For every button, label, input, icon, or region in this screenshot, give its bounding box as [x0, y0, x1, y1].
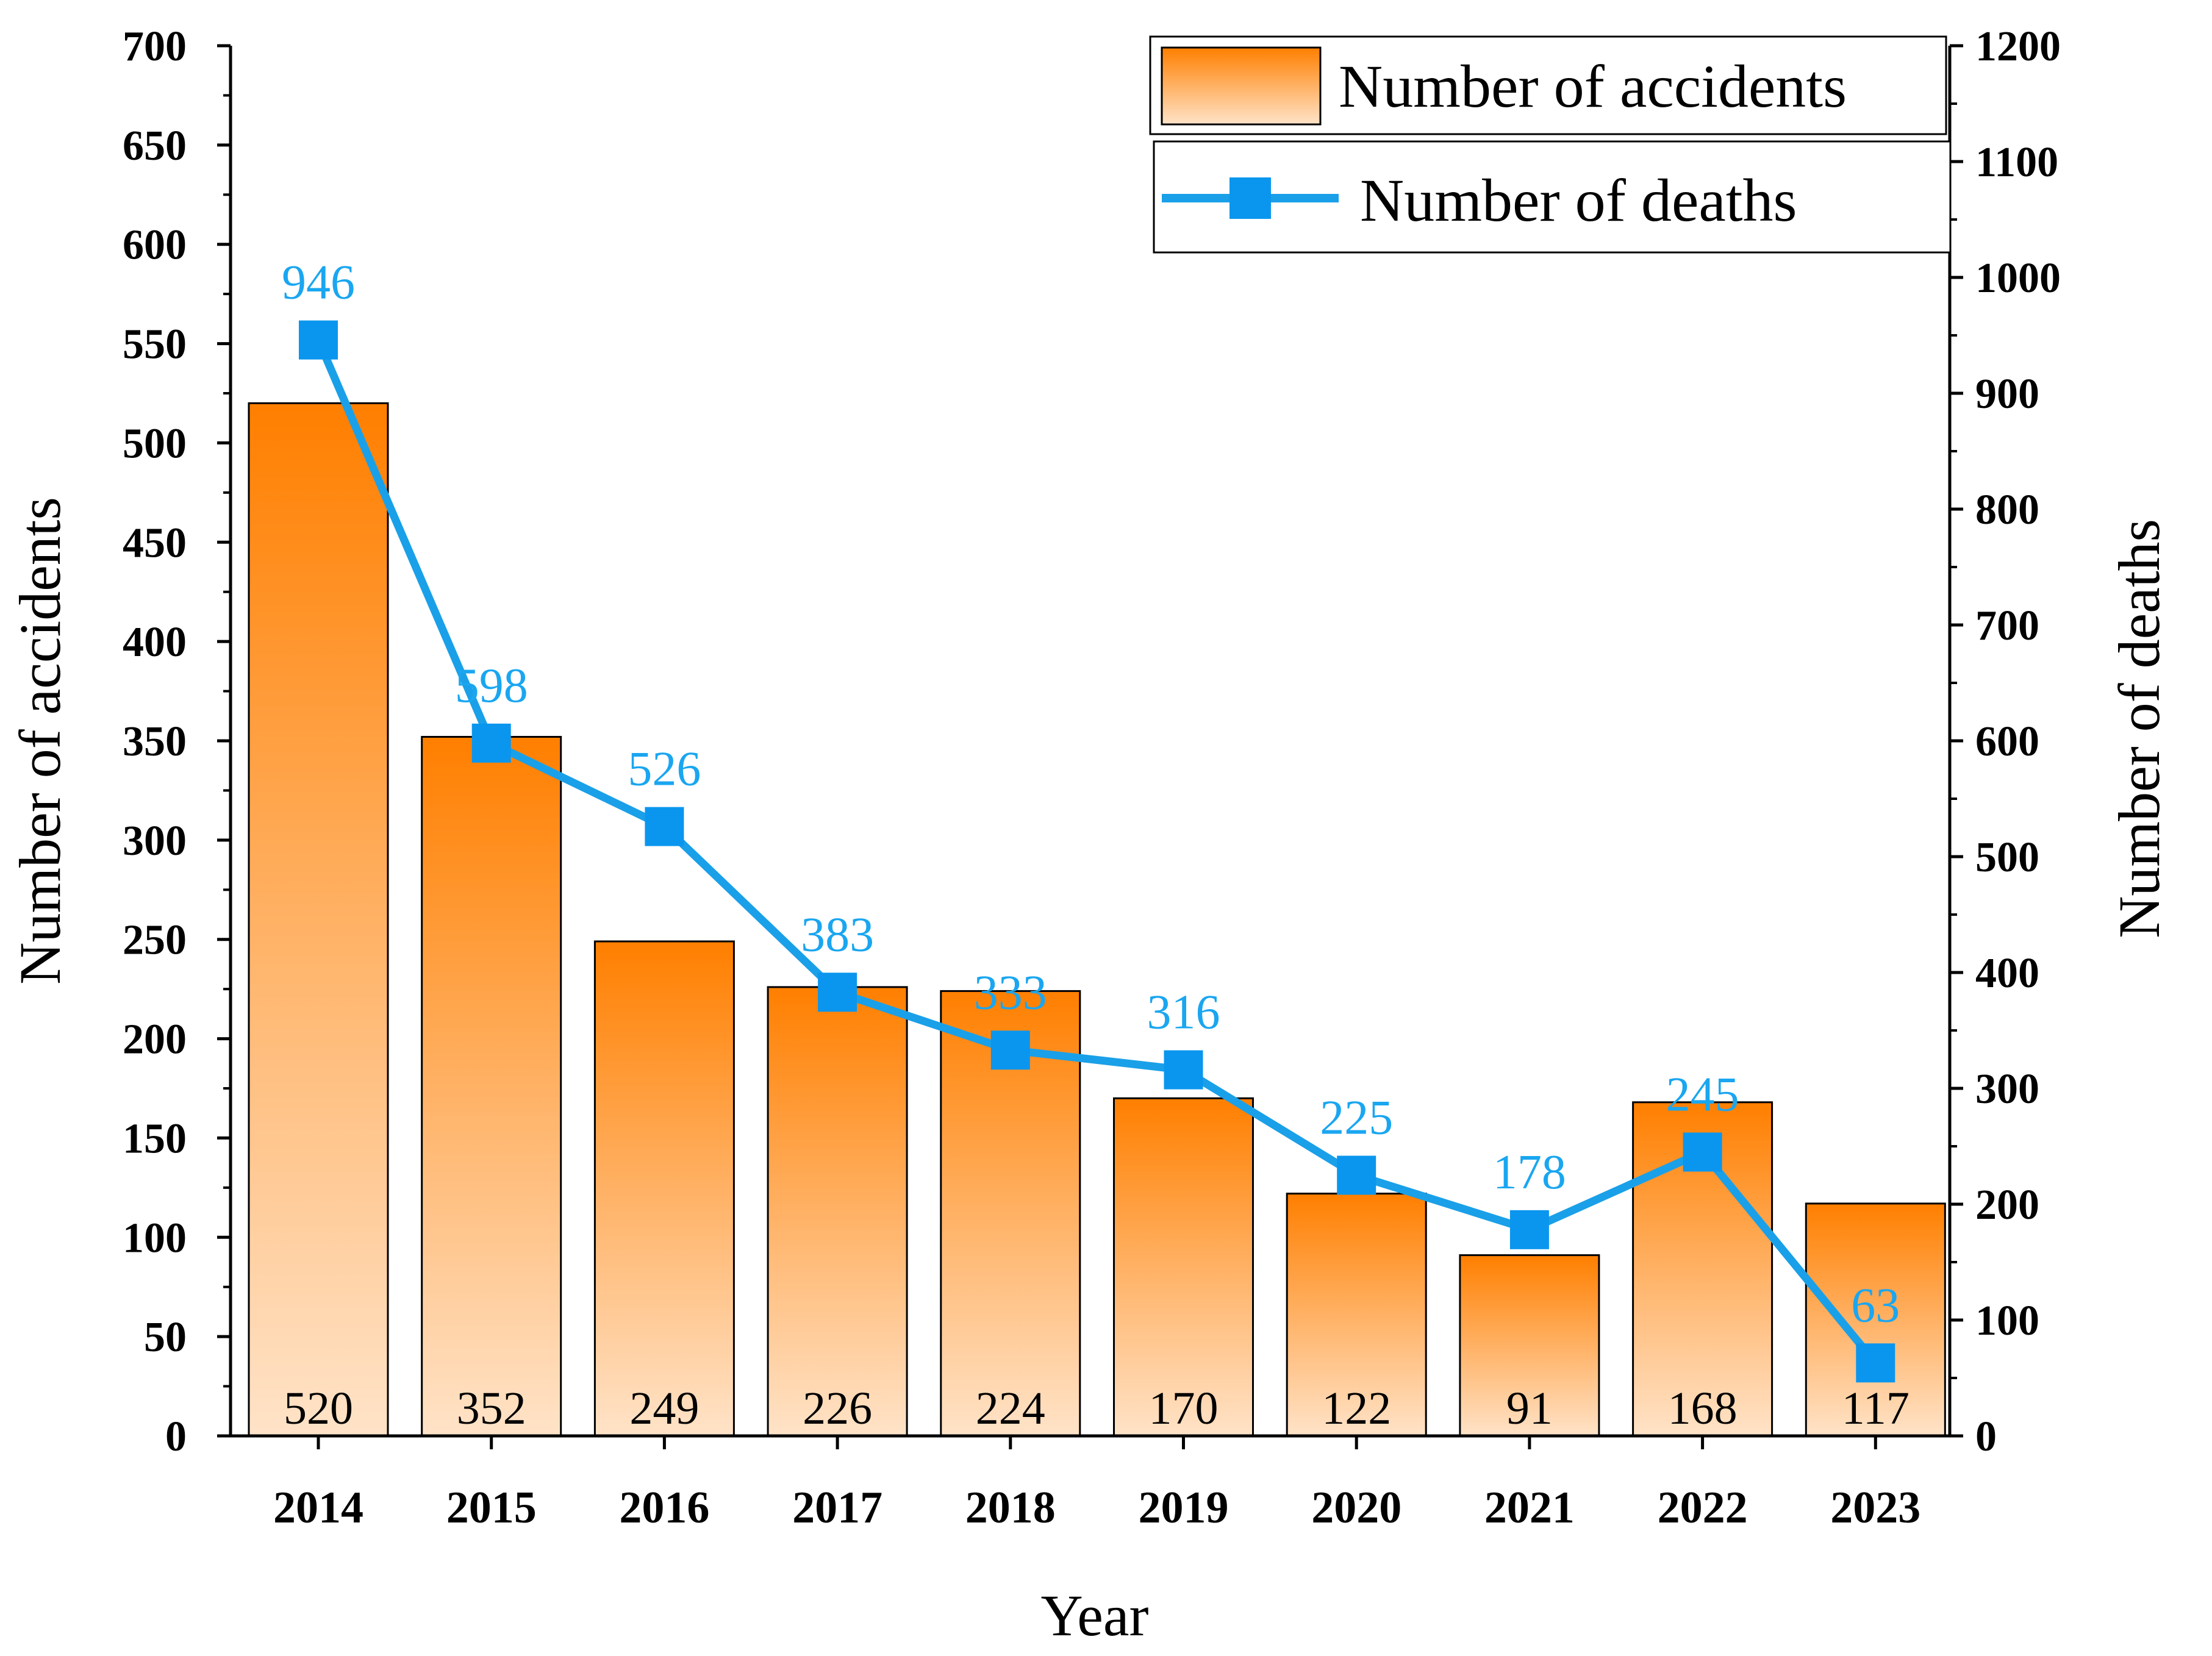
death-value-label: 946 — [282, 256, 355, 310]
death-value-label: 63 — [1851, 1279, 1900, 1332]
left-tick-label: 200 — [123, 1016, 187, 1063]
x-tick-label: 2023 — [1830, 1483, 1920, 1533]
deaths-marker — [299, 320, 338, 360]
right-tick-label: 1000 — [1975, 255, 2061, 302]
x-tick-label: 2016 — [619, 1483, 709, 1533]
x-tick-label: 2018 — [965, 1483, 1056, 1533]
right-tick-label: 1200 — [1975, 23, 2061, 70]
legend-marker-deaths — [1229, 177, 1271, 219]
right-tick-label: 700 — [1975, 602, 2039, 649]
bar-value-labels: 520 352 249 226 224 170 122 91 168 117 — [284, 1383, 1910, 1434]
accident-bar-label: 520 — [284, 1383, 353, 1434]
legend-swatch-accidents — [1161, 46, 1322, 126]
deaths-marker — [1164, 1050, 1203, 1090]
bars-layer — [248, 402, 1946, 1437]
accident-bar — [248, 402, 389, 1437]
left-tick-label: 300 — [123, 818, 187, 865]
right-ticks: 0 100 200 300 400 500 600 700 800 900 1000 1100 1200 — [1950, 23, 2061, 1460]
legend-label-deaths: Number of deaths — [1360, 166, 1797, 234]
left-tick-label: 50 — [144, 1314, 187, 1361]
x-tick-label: 2022 — [1658, 1483, 1748, 1533]
x-tick-label: 2015 — [446, 1483, 537, 1533]
deaths-line-layer — [299, 320, 1895, 1383]
y-left-axis-title: Number of accidents — [7, 497, 73, 985]
deaths-marker — [471, 723, 511, 763]
left-tick-label: 400 — [123, 619, 187, 666]
right-tick-label: 0 — [1975, 1413, 1997, 1460]
accident-bar-label: 168 — [1668, 1383, 1738, 1434]
death-value-label: 245 — [1666, 1068, 1739, 1122]
accident-bar-label: 352 — [457, 1383, 526, 1434]
death-value-label: 316 — [1147, 986, 1220, 1040]
legend-label-accidents: Number of accidents — [1339, 52, 1847, 120]
x-tick-label: 2017 — [792, 1483, 882, 1533]
right-tick-label: 1100 — [1975, 139, 2058, 186]
left-ticks: 0 50 100 150 200 250 300 350 400 450 500 550 600 650 7… — [123, 23, 231, 1460]
death-value-label: 225 — [1320, 1091, 1393, 1145]
accident-bar-label: 224 — [976, 1383, 1045, 1434]
left-tick-label: 150 — [123, 1115, 187, 1162]
left-tick-label: 700 — [123, 23, 187, 70]
death-value-label: 598 — [455, 659, 528, 713]
death-value-label: 333 — [974, 966, 1047, 1019]
right-tick-label: 200 — [1975, 1182, 2039, 1229]
accident-bar-label: 170 — [1149, 1383, 1219, 1434]
left-tick-label: 600 — [123, 222, 187, 269]
accident-bar — [593, 940, 735, 1437]
death-value-label: 526 — [628, 743, 701, 796]
y-right-axis-title: Number of deaths — [2106, 519, 2172, 938]
left-tick-label: 0 — [165, 1413, 187, 1460]
accident-bar-label: 249 — [629, 1383, 699, 1434]
x-tick-label: 2020 — [1311, 1483, 1401, 1533]
death-value-label: 178 — [1493, 1146, 1566, 1199]
deaths-marker — [818, 973, 857, 1012]
deaths-marker — [1509, 1210, 1549, 1249]
left-tick-label: 250 — [123, 917, 187, 964]
accident-bar-label: 91 — [1506, 1383, 1553, 1434]
death-value-labels: 946 598 526 383 333 316 225 178 245 63 — [282, 256, 1900, 1333]
left-tick-label: 450 — [123, 519, 187, 566]
deaths-marker — [645, 807, 684, 846]
x-tick-label: 2019 — [1139, 1483, 1229, 1533]
x-axis-title: Year — [1041, 1583, 1149, 1648]
right-tick-label: 100 — [1975, 1297, 2039, 1344]
deaths-marker — [1337, 1155, 1376, 1195]
right-tick-label: 800 — [1975, 487, 2039, 534]
accident-bar-label: 226 — [803, 1383, 872, 1434]
right-tick-label: 500 — [1975, 834, 2039, 881]
legend: Number of accidents Number of deaths — [1149, 35, 1952, 254]
x-tick-label: 2021 — [1484, 1483, 1575, 1533]
x-tick-label: 2014 — [273, 1483, 363, 1533]
x-ticks: 2014 2015 2016 2017 2018 2019 2020 2021 2022 2023 — [273, 1436, 1920, 1533]
accident-bar-label: 117 — [1842, 1383, 1910, 1434]
deaths-marker — [1683, 1132, 1722, 1172]
right-tick-label: 400 — [1975, 950, 2039, 997]
death-value-label: 383 — [801, 908, 874, 962]
left-tick-label: 550 — [123, 321, 187, 368]
accident-bar — [767, 986, 908, 1437]
deaths-marker — [1856, 1343, 1895, 1383]
right-tick-label: 900 — [1975, 371, 2039, 418]
left-tick-label: 350 — [123, 718, 187, 765]
left-tick-label: 500 — [123, 420, 187, 467]
accident-bar — [1459, 1254, 1600, 1437]
right-tick-label: 300 — [1975, 1066, 2039, 1113]
accident-bar — [421, 735, 562, 1437]
accident-bar-label: 122 — [1322, 1383, 1391, 1434]
right-tick-label: 600 — [1975, 718, 2039, 765]
left-tick-label: 650 — [123, 123, 187, 170]
accident-bar — [1805, 1202, 1946, 1437]
deaths-marker — [990, 1030, 1030, 1070]
accident-bar — [1113, 1097, 1254, 1437]
deaths-line — [315, 338, 1879, 1366]
left-tick-label: 100 — [123, 1215, 187, 1262]
